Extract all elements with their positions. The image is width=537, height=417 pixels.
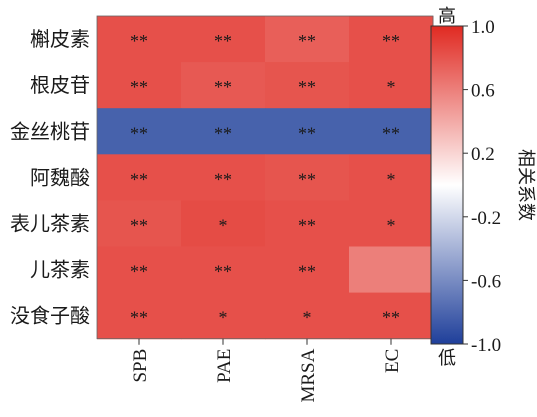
colorbar-gradient [430,25,464,345]
column-labels: SPB PAE MRSA EC [130,338,403,403]
significance-mark: ** [214,31,232,51]
heatmap-cell [181,200,266,247]
row-label: 根皮苷 [30,73,90,97]
heatmap-cell [181,62,266,109]
heatmap-cell [97,108,182,155]
heatmap-cell [349,108,434,155]
significance-mark: ** [130,215,148,235]
significance-mark: * [303,308,312,328]
colorbar-tick-label: 0.2 [471,144,495,165]
heatmap-cell [349,292,434,340]
colorbar-low-label: 低 [438,348,456,369]
colorbar-tick-label: -0.2 [471,208,501,229]
heatmap-cell [349,246,434,294]
significance-mark: ** [130,169,148,189]
significance-mark: ** [382,123,400,143]
column-label: PAE [214,349,235,383]
significance-mark: * [387,215,396,235]
significance-mark: ** [130,308,148,328]
significance-mark: ** [130,31,148,51]
significance-mark: ** [130,262,148,282]
heatmap-cell [265,200,350,247]
colorbar-high-label: 高 [438,6,456,27]
heatmap-cell [97,292,182,340]
colorbar-ticks: 1.0 0.6 0.2 -0.2 -0.6 -1.0 [463,17,501,356]
significance-mark: ** [214,169,232,189]
significance-mark: ** [298,123,316,143]
heatmap-cell [349,62,434,109]
significance-mark: ** [214,77,232,97]
colorbar: 1.0 0.6 0.2 -0.2 -0.6 -1.0 高 低 相关系数 [430,6,536,369]
significance-mark: ** [130,77,148,97]
row-label: 阿魏酸 [30,165,90,189]
colorbar-tick-label: -1.0 [471,335,501,356]
heatmap-cell [97,246,182,294]
heatmap-cell [97,200,182,247]
significance-mark: ** [298,169,316,189]
colorbar-title: 相关系数 [515,149,536,221]
significance-mark: ** [298,215,316,235]
heatmap-cell [265,246,350,294]
heatmap-cell [265,108,350,155]
significance-mark: ** [382,308,400,328]
heatmap-cell [181,154,266,201]
heatmap-cell [349,200,434,247]
row-label: 槲皮素 [30,27,90,51]
significance-mark: * [387,169,396,189]
heatmap-cell [265,16,350,63]
row-label: 没食子酸 [10,304,90,328]
column-label: MRSA [298,348,319,402]
significance-mark: ** [130,123,148,143]
significance-mark: ** [298,31,316,51]
heatmap-cell [265,292,350,340]
significance-mark: ** [298,262,316,282]
significance-marks: ** ** ** **** ** ** *** ** ** **** ** ** *** * ** *** **… [130,31,400,328]
row-label: 表儿茶素 [10,211,90,235]
heatmap-cell [181,16,266,63]
heatmap-cell [181,108,266,155]
colorbar-tick-label: 1.0 [471,17,495,38]
colorbar-tick-label: -0.6 [471,271,501,292]
row-label: 儿茶素 [30,258,90,282]
significance-mark: ** [298,77,316,97]
heatmap-cell [97,62,182,109]
heatmap-cell [181,292,266,340]
column-label: EC [382,349,403,373]
significance-mark: ** [214,123,232,143]
significance-mark: ** [382,31,400,51]
significance-mark: * [387,77,396,97]
heatmap-cell [265,154,350,201]
heatmap-cell [265,62,350,109]
colorbar-tick-label: 0.6 [471,81,495,102]
row-label: 金丝桃苷 [10,119,90,143]
heatmap-cell [181,246,266,294]
heatmap-cell [97,16,182,63]
heatmap-cell [349,154,434,201]
significance-mark: ** [214,262,232,282]
heatmap-cell [349,16,434,63]
heatmap-cell [97,154,182,201]
significance-mark: * [219,215,228,235]
column-label: SPB [130,349,151,383]
significance-mark: * [219,308,228,328]
heatmap-cells [96,15,434,340]
